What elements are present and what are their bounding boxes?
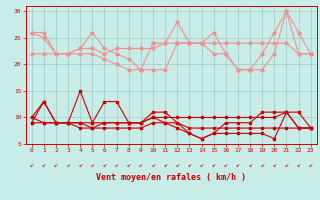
X-axis label: Vent moyen/en rafales ( km/h ): Vent moyen/en rafales ( km/h ) — [96, 173, 246, 182]
